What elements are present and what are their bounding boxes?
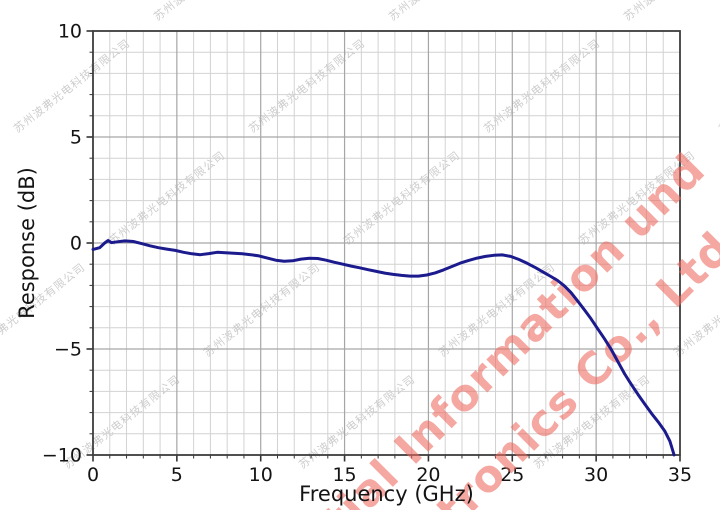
y-tick-label: 0 xyxy=(70,233,82,255)
x-tick-label: 0 xyxy=(87,464,99,486)
response-curve xyxy=(91,239,676,457)
x-tick-label: 30 xyxy=(584,464,608,486)
y-tick-label: −5 xyxy=(54,339,82,361)
x-tick-label: 35 xyxy=(668,464,692,486)
plot-border xyxy=(92,30,681,456)
x-tick-label: 25 xyxy=(500,464,524,486)
x-tick-label: 15 xyxy=(332,464,356,486)
y-tick-label: −10 xyxy=(42,445,82,467)
x-axis-label: Frequency (GHz) xyxy=(299,482,474,506)
x-tick-label: 20 xyxy=(416,464,440,486)
y-axis-label: Response (dB) xyxy=(15,167,39,319)
y-tick-label: 5 xyxy=(70,127,82,149)
y-tick-label: 10 xyxy=(58,21,82,43)
x-tick-label: 5 xyxy=(171,464,183,486)
x-tick-label: 10 xyxy=(249,464,273,486)
